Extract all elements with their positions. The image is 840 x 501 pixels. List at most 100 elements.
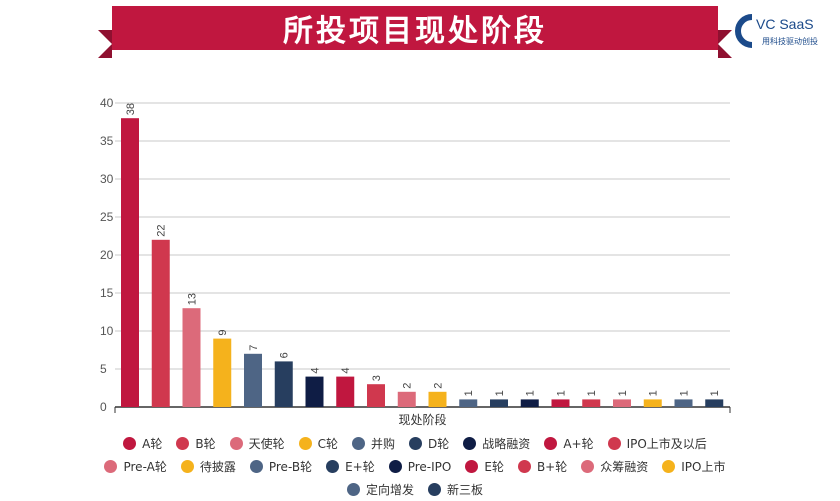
legend-swatch — [517, 460, 531, 473]
data-label: 22 — [156, 225, 168, 237]
banner-ribbon-left — [98, 30, 112, 58]
legend-label: B轮 — [195, 437, 216, 451]
legend-label: 战略融资 — [482, 437, 531, 451]
legend-label: 待披露 — [199, 460, 236, 474]
y-tick-label: 0 — [100, 400, 107, 414]
legend-swatch — [104, 460, 118, 473]
banner-ribbon-right — [718, 30, 732, 58]
data-label: 13 — [187, 293, 199, 305]
data-label: 38 — [125, 103, 137, 115]
bar — [490, 399, 508, 407]
legend-label: B+轮 — [536, 460, 568, 474]
legend-label: IPO上市及以后 — [626, 437, 707, 451]
logo-name: VC SaaS — [756, 16, 814, 32]
bar — [582, 399, 601, 407]
title-banner: 所投项目现处阶段 — [112, 6, 718, 50]
legend-item: 众筹融资 — [581, 455, 648, 478]
bar — [336, 376, 355, 407]
bar — [121, 118, 139, 407]
legend-label: 新三板 — [447, 483, 484, 497]
legend-item: C轮 — [298, 432, 339, 455]
data-label: 1 — [586, 390, 598, 396]
logo-tagline: 用科技驱动创投 — [762, 37, 818, 46]
legend-item: Pre-B轮 — [249, 455, 313, 478]
legend-swatch — [463, 437, 477, 450]
legend-swatch — [180, 460, 194, 473]
legend-swatch — [326, 460, 340, 473]
legend-item: B+轮 — [517, 455, 568, 478]
legend-swatch — [249, 460, 263, 473]
data-label: 2 — [433, 383, 445, 389]
legend-label: 并购 — [371, 437, 396, 451]
legend-label: E轮 — [484, 460, 504, 474]
legend-swatch — [388, 460, 402, 473]
bar — [397, 391, 416, 407]
y-tick-label: 10 — [100, 324, 114, 338]
x-axis-title: 现处阶段 — [398, 412, 446, 427]
bar — [213, 338, 232, 407]
bar — [182, 308, 201, 407]
legend-swatch — [346, 483, 360, 496]
legend-item: 并购 — [352, 432, 395, 455]
data-label: 1 — [648, 390, 660, 396]
legend-swatch — [465, 460, 479, 473]
legend-item: B轮 — [176, 432, 216, 455]
y-tick-label: 5 — [100, 362, 107, 376]
bar — [151, 239, 170, 407]
legend-label: C轮 — [317, 437, 339, 451]
chart-title: 所投项目现处阶段 — [283, 14, 547, 49]
legend-item: IPO上市 — [662, 455, 726, 478]
legend-item: Pre-IPO — [388, 455, 452, 478]
data-label: 2 — [402, 383, 414, 389]
legend-label: Pre-IPO — [407, 459, 452, 474]
legend-label: Pre-A轮 — [123, 460, 167, 474]
data-label: 4 — [340, 367, 352, 373]
legend-label: D轮 — [428, 437, 450, 451]
data-label: 6 — [279, 352, 291, 358]
legend-item: 新三板 — [428, 478, 483, 501]
data-label: 1 — [709, 390, 721, 396]
bar — [459, 399, 478, 407]
chart-legend: A轮 B轮 天使轮 C轮 并购 D轮 战略融资 A+轮 IPO上市及以后 Pre-A轮 待披露 Pre… — [90, 432, 740, 501]
y-tick-label: 40 — [100, 96, 114, 110]
bar — [613, 399, 631, 407]
data-label: 1 — [463, 390, 475, 396]
legend-label: 天使轮 — [248, 437, 285, 451]
data-label: 4 — [310, 367, 322, 373]
logo-c-icon — [735, 14, 753, 48]
data-label: 9 — [217, 329, 229, 335]
legend-item: E轮 — [465, 455, 504, 478]
legend-label: 众筹融资 — [600, 460, 649, 474]
legend-item: E+轮 — [326, 455, 375, 478]
bar — [520, 399, 539, 407]
y-tick-label: 30 — [100, 172, 114, 186]
legend-item: 定向增发 — [346, 478, 414, 501]
legend-item: 战略融资 — [463, 432, 530, 455]
legend-swatch — [229, 437, 243, 450]
legend-label: 定向增发 — [365, 483, 414, 497]
legend-swatch — [544, 437, 558, 450]
bar — [367, 384, 385, 407]
legend-swatch — [581, 460, 595, 473]
legend-item: A轮 — [123, 432, 162, 455]
legend-item: D轮 — [409, 432, 449, 455]
data-label: 1 — [617, 390, 629, 396]
data-label: 7 — [248, 345, 260, 351]
bar — [705, 399, 724, 407]
legend-swatch — [298, 437, 312, 450]
bar — [674, 399, 693, 407]
legend-label: Pre-B轮 — [268, 460, 313, 474]
legend-label: A轮 — [142, 437, 163, 451]
brand-logo: VC SaaS 用科技驱动创投 — [734, 14, 834, 54]
bar — [428, 391, 447, 407]
legend-swatch — [428, 483, 441, 496]
legend-swatch — [176, 437, 190, 450]
y-tick-label: 35 — [100, 134, 114, 148]
legend-swatch — [409, 437, 423, 450]
legend-item: IPO上市及以后 — [607, 432, 707, 455]
data-label: 1 — [494, 390, 506, 396]
legend-swatch — [662, 460, 676, 473]
legend-swatch — [352, 437, 366, 450]
bar — [551, 399, 570, 407]
